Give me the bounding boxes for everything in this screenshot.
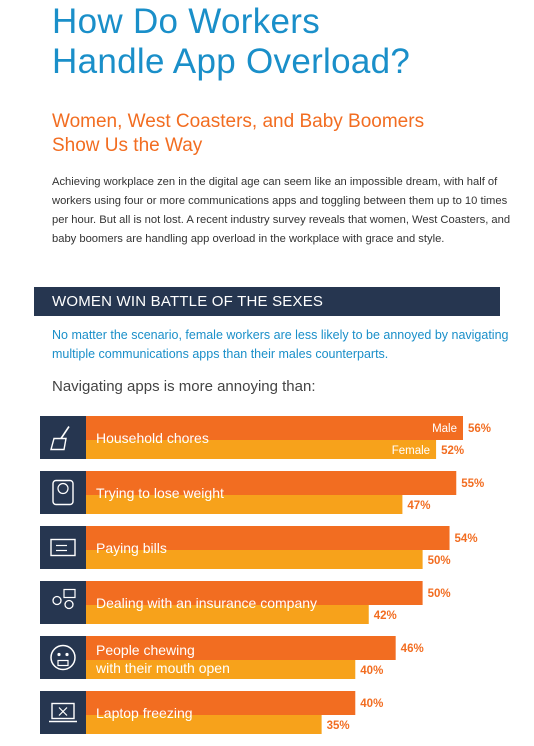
bar-male [86, 636, 396, 660]
bar-female [86, 660, 356, 679]
bar-male [86, 416, 463, 440]
value-label-male: 50% [428, 588, 451, 600]
person-head [64, 599, 74, 610]
category-label: with their mouth open [95, 660, 230, 676]
category-label: People chewing [96, 642, 195, 658]
page-subtitle: Women, West Coasters, and Baby Boomers S… [52, 111, 425, 156]
bar-male [86, 526, 450, 550]
bill-frame [50, 538, 76, 557]
bar-female [86, 715, 322, 734]
bar-male [86, 471, 457, 495]
bar-female [86, 605, 369, 624]
face-eye [65, 652, 69, 657]
section-banner-text: WOMEN WIN BATTLE OF THE SEXES [52, 293, 324, 310]
icon-box [40, 471, 86, 514]
face-eye [57, 652, 61, 657]
intro-paragraph: Achieving workplace zen in the digital a… [52, 176, 511, 245]
bar-female [86, 495, 403, 514]
value-label-female: 35% [327, 720, 350, 732]
scale-dial [57, 482, 69, 495]
value-label-male: 40% [360, 698, 383, 710]
value-label-female: 42% [374, 610, 397, 622]
icon-box [40, 691, 86, 734]
icon-box [40, 416, 86, 459]
value-label-male: 55% [461, 478, 484, 490]
scale-body [52, 479, 74, 506]
category-label: Trying to lose weight [96, 485, 224, 501]
chart-prompt: Navigating apps is more annoying than: [52, 378, 316, 395]
page-title: How Do Workers Handle App Overload? [52, 2, 411, 81]
section-lead: No matter the scenario, female workers a… [52, 328, 509, 361]
face-outline [50, 644, 76, 671]
icon-box [40, 526, 86, 569]
category-label: Household chores [96, 430, 209, 446]
broom-head [50, 437, 67, 451]
value-label-male: 46% [401, 643, 424, 655]
section-banner: WOMEN WIN BATTLE OF THE SEXES [34, 287, 500, 316]
frozen-laptop-icon [49, 702, 77, 723]
broom-handle [60, 426, 70, 439]
bar-male [86, 691, 356, 715]
category-label: Dealing with an insurance company [96, 595, 317, 611]
bill-icon [50, 538, 76, 557]
value-label-female: 40% [360, 665, 383, 677]
speech-bubble [63, 588, 76, 599]
value-label-male: 56% [468, 423, 491, 435]
legend-female: Female [392, 445, 430, 457]
people-chat-icon [52, 588, 76, 610]
bar-male [86, 581, 423, 605]
person-head [52, 595, 62, 606]
icon-box [40, 636, 86, 679]
category-label: Paying bills [96, 540, 167, 556]
category-label: Laptop freezing [96, 705, 193, 721]
icon-box [40, 581, 86, 624]
value-label-male: 54% [455, 533, 478, 545]
chewing-face-icon [50, 644, 76, 671]
broom-icon [50, 426, 70, 451]
legend-male: Male [432, 423, 457, 435]
bar-female [86, 440, 437, 459]
bar-female [86, 550, 423, 569]
laptop-x [58, 707, 68, 716]
laptop-screen [51, 702, 75, 720]
value-label-female: 50% [428, 555, 451, 567]
scale-icon [52, 479, 74, 506]
value-label-female: 47% [407, 500, 430, 512]
face-mouth [57, 659, 69, 667]
value-label-female: 52% [441, 445, 464, 457]
